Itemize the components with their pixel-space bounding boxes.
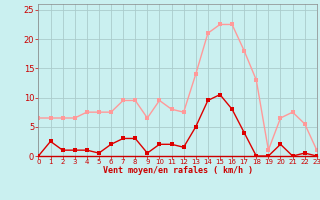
X-axis label: Vent moyen/en rafales ( km/h ): Vent moyen/en rafales ( km/h ) bbox=[103, 166, 252, 175]
